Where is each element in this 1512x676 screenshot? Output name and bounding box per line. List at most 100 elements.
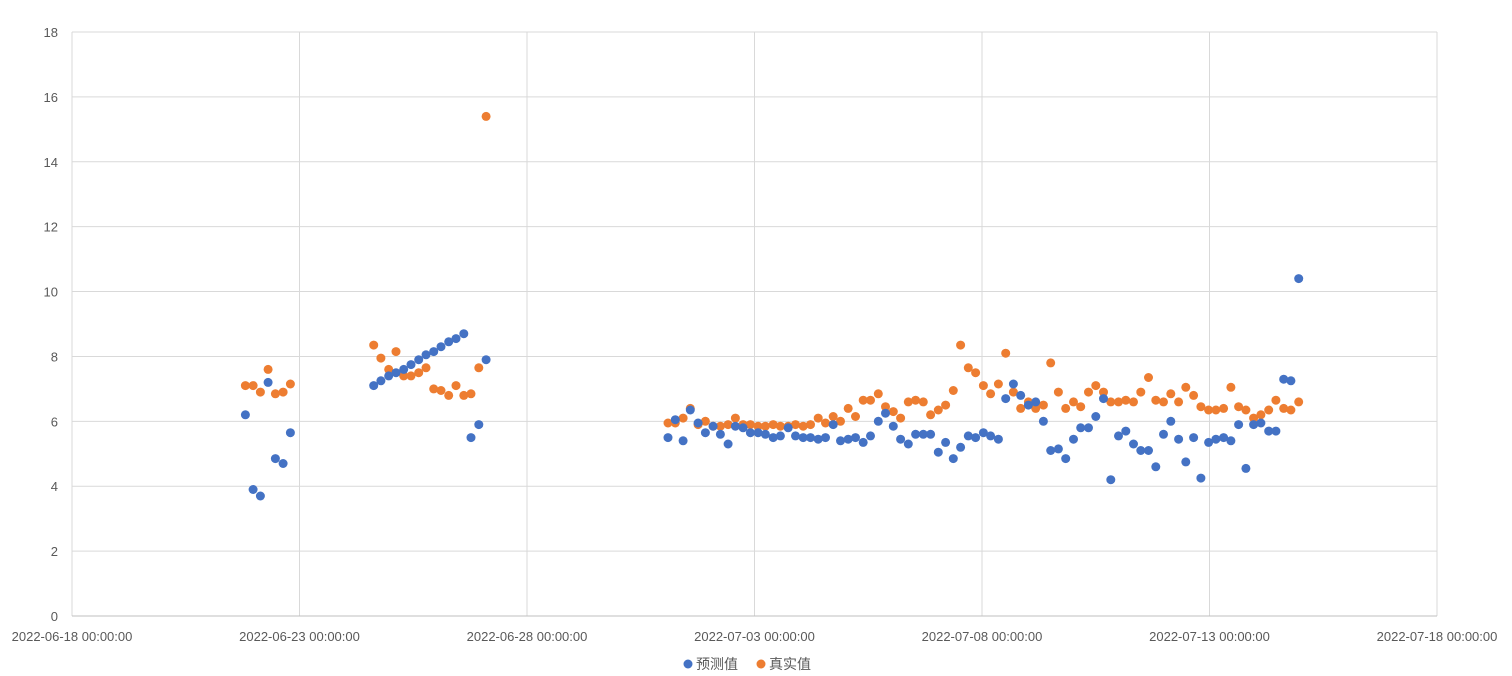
actual-point (1091, 381, 1101, 391)
y-tick-label: 12 (44, 220, 58, 235)
actual-point (806, 420, 815, 430)
predicted-point (1121, 426, 1131, 436)
predicted-point (941, 437, 951, 447)
actual-point (1114, 397, 1123, 407)
y-tick-label: 0 (51, 609, 58, 624)
predicted-point (474, 420, 484, 430)
predicted-point (881, 408, 890, 418)
predicted-point (263, 377, 273, 387)
predicted-point (1069, 434, 1078, 444)
actual-point (1234, 402, 1244, 412)
predicted-point (813, 434, 823, 444)
predicted-point (775, 431, 785, 441)
actual-point (836, 416, 845, 426)
y-tick-label: 18 (44, 25, 58, 40)
actual-point (1084, 387, 1093, 397)
actual-point (1279, 403, 1289, 413)
actual-point (768, 420, 778, 430)
actual-point (1249, 413, 1259, 423)
actual-point (941, 400, 951, 410)
actual-point (1129, 397, 1138, 407)
predicted-point (1144, 446, 1153, 455)
predicted-point (678, 436, 688, 446)
series-actual (240, 111, 1304, 431)
predicted-point (918, 429, 928, 439)
predicted-point (1031, 397, 1041, 407)
actual-point (1151, 395, 1161, 405)
actual-point (700, 416, 710, 426)
predicted-point (1151, 462, 1161, 472)
y-tick-label: 4 (51, 479, 58, 494)
predicted-point (1016, 390, 1026, 400)
predicted-point (933, 447, 943, 457)
actual-point (270, 389, 280, 399)
legend-marker-predicted (683, 659, 693, 669)
axes (71, 32, 1437, 617)
predicted-point (760, 429, 770, 439)
predicted-point (1053, 444, 1063, 454)
legend-marker-actual (756, 659, 766, 669)
actual-point (1181, 382, 1191, 392)
predicted-point (248, 485, 258, 494)
x-tick-label: 2022-06-18 00:00:00 (12, 629, 133, 644)
actual-point (896, 413, 906, 423)
predicted-point (806, 433, 815, 443)
actual-point (1174, 397, 1184, 407)
x-tick-label: 2022-07-03 00:00:00 (694, 629, 815, 644)
actual-point (1196, 402, 1206, 412)
actual-point (1189, 390, 1199, 400)
predicted-point (1279, 374, 1289, 384)
gridlines (72, 31, 1438, 616)
predicted-point (753, 428, 763, 438)
predicted-point (738, 423, 748, 433)
actual-point (278, 387, 288, 397)
predicted-point (903, 439, 913, 449)
actual-point (1294, 397, 1304, 407)
actual-point (391, 347, 401, 357)
y-tick-label: 6 (51, 414, 58, 429)
predicted-point (911, 429, 921, 439)
actual-point (1166, 389, 1176, 399)
actual-point (421, 363, 431, 373)
predicted-point (723, 439, 733, 449)
actual-point (1121, 395, 1131, 405)
actual-point (240, 381, 250, 391)
predicted-point (1076, 423, 1086, 433)
predicted-point (1249, 420, 1259, 430)
predicted-point (670, 415, 680, 425)
actual-point (1046, 358, 1056, 368)
actual-point (1069, 397, 1078, 407)
actual-point (971, 368, 981, 378)
actual-point (1241, 405, 1251, 415)
predicted-point (978, 428, 988, 438)
actual-point (978, 381, 988, 391)
actual-point (760, 421, 770, 431)
predicted-point (1294, 274, 1304, 284)
predicted-point (963, 431, 973, 441)
predicted-point (1001, 394, 1011, 404)
predicted-point (926, 429, 936, 439)
predicted-point (1181, 457, 1191, 467)
actual-point (715, 421, 725, 431)
y-tick-label: 14 (44, 155, 58, 170)
actual-point (285, 379, 295, 389)
predicted-point (843, 434, 853, 444)
predicted-point (255, 491, 265, 501)
actual-point (888, 407, 898, 417)
actual-point (963, 363, 973, 373)
predicted-point (700, 428, 710, 438)
actual-point (903, 397, 913, 407)
actual-point (993, 379, 1003, 389)
actual-point (821, 418, 830, 428)
actual-point (1031, 403, 1041, 413)
actual-point (1061, 403, 1071, 413)
predicted-point (993, 434, 1003, 444)
predicted-point (1189, 433, 1199, 443)
predicted-point (414, 355, 424, 365)
predicted-point (278, 459, 288, 468)
actual-point (444, 390, 454, 400)
predicted-point (1099, 394, 1108, 404)
actual-point (866, 395, 875, 405)
predicted-point (888, 421, 898, 431)
actual-point (1008, 387, 1018, 397)
